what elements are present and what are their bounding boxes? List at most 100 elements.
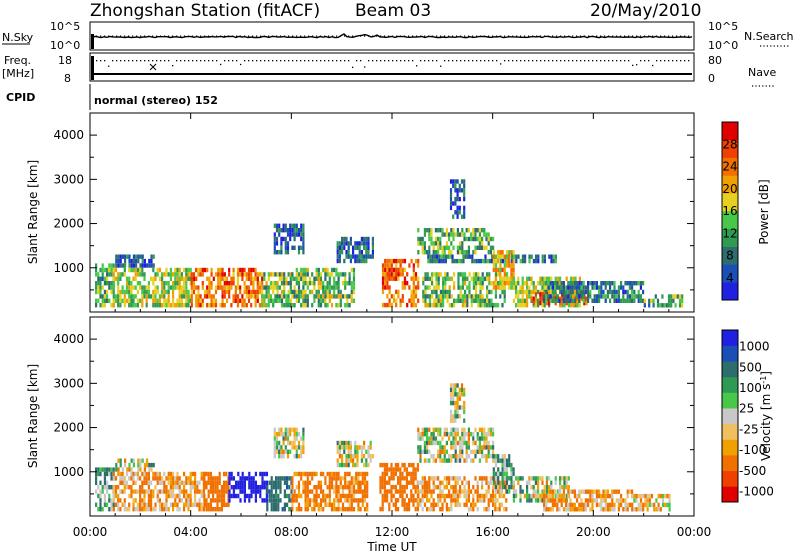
scatter-cell (439, 236, 442, 242)
scatter-cell (99, 480, 102, 485)
scatter-cell (494, 258, 498, 264)
nsearch-dot (592, 35, 594, 37)
scatter-cell (397, 258, 400, 264)
scatter-cell (306, 485, 309, 490)
scatter-cell (225, 489, 228, 494)
scatter-cell (134, 498, 137, 503)
scatter-cell (661, 498, 665, 503)
scatter-cell (366, 489, 369, 494)
scatter-cell (103, 267, 106, 273)
scatter-cell (501, 480, 504, 485)
scatter-cell (543, 485, 546, 490)
scatter-cell (442, 303, 445, 308)
nsearch-dot (596, 35, 598, 37)
scatter-cell (426, 493, 429, 499)
scatter-cell (286, 232, 290, 237)
scatter-cell (386, 276, 389, 281)
scatter-cell (326, 289, 329, 295)
scatter-cell (132, 285, 135, 290)
scatter-cell (180, 480, 183, 485)
scatter-cell (198, 502, 201, 507)
scatter-cell (176, 281, 179, 286)
scatter-cell (481, 281, 484, 286)
scatter-cell (446, 276, 449, 281)
scatter-cell (306, 298, 309, 303)
scatter-cell (503, 484, 506, 490)
scatter-cell (381, 263, 385, 268)
scatter-cell (306, 294, 309, 299)
scatter-cell (344, 276, 347, 281)
scatter-cell (437, 485, 440, 490)
scatter-cell (503, 476, 506, 481)
nave-dot (104, 60, 106, 62)
scatter-cell (534, 292, 537, 297)
scatter-cell (285, 303, 288, 308)
scatter-cell (465, 502, 468, 507)
scatter-cell (388, 302, 391, 308)
scatter-cell (519, 476, 522, 481)
scatter-cell (209, 502, 212, 507)
scatter-cell (141, 303, 144, 308)
y-tick-label: 3000 (53, 376, 84, 390)
scatter-cell (259, 489, 262, 494)
scatter-cell (395, 263, 398, 268)
scatter-cell (141, 298, 144, 303)
scatter-cell (458, 392, 461, 397)
scatter-cell (199, 303, 202, 308)
scatter-cell (444, 276, 447, 281)
scatter-cell (243, 298, 246, 303)
scatter-cell (366, 493, 369, 499)
scatter-cell (363, 485, 367, 490)
scatter-cell (388, 285, 391, 290)
scatter-cell (642, 281, 645, 286)
scatter-cell (637, 507, 640, 512)
scatter-cell (467, 427, 470, 432)
scatter-cell (498, 480, 501, 485)
nsearch-dot (176, 35, 178, 37)
scatter-cell (101, 285, 104, 290)
scatter-cell (512, 489, 515, 494)
scatter-cell (283, 507, 286, 512)
scatter-cell (452, 236, 455, 242)
nave-dot (208, 60, 210, 62)
nave-dot (112, 60, 114, 62)
nsearch-dot (476, 35, 478, 37)
scatter-cell (606, 507, 609, 512)
scatter-cell (344, 281, 347, 286)
scatter-cell (278, 272, 281, 277)
scatter-cell (465, 493, 468, 499)
scatter-cell (410, 302, 413, 308)
scatter-cell (445, 476, 448, 481)
scatter-cell (537, 289, 540, 295)
scatter-cell (185, 480, 188, 485)
scatter-cell (526, 480, 529, 485)
scatter-cell (273, 236, 276, 242)
scatter-cell (403, 467, 406, 472)
scatter-cell (338, 250, 341, 255)
scatter-cell (121, 471, 124, 477)
scatter-cell (158, 502, 161, 507)
scatter-cell (512, 480, 515, 485)
scatter-cell (254, 276, 257, 281)
scatter-cell (532, 493, 535, 499)
scatter-cell (174, 276, 177, 281)
scatter-cell (148, 258, 151, 264)
scatter-cell (106, 289, 109, 295)
scatter-cell (414, 289, 418, 295)
scatter-cell (287, 298, 290, 303)
colorbar-tick-label: -500 (739, 464, 766, 478)
scatter-cell (252, 276, 255, 281)
scatter-cell (492, 498, 495, 503)
scatter-cell (276, 281, 279, 286)
scatter-cell (392, 502, 395, 507)
scatter-cell (265, 493, 268, 499)
scatter-cell (269, 285, 273, 290)
scatter-cell (395, 289, 398, 295)
scatter-cell (481, 276, 484, 281)
scatter-cell (252, 480, 255, 485)
scatter-cell (333, 489, 336, 494)
nave-dot (252, 60, 254, 62)
scatter-cell (167, 489, 170, 494)
scatter-cell (284, 427, 287, 432)
scatter-cell (293, 493, 296, 499)
